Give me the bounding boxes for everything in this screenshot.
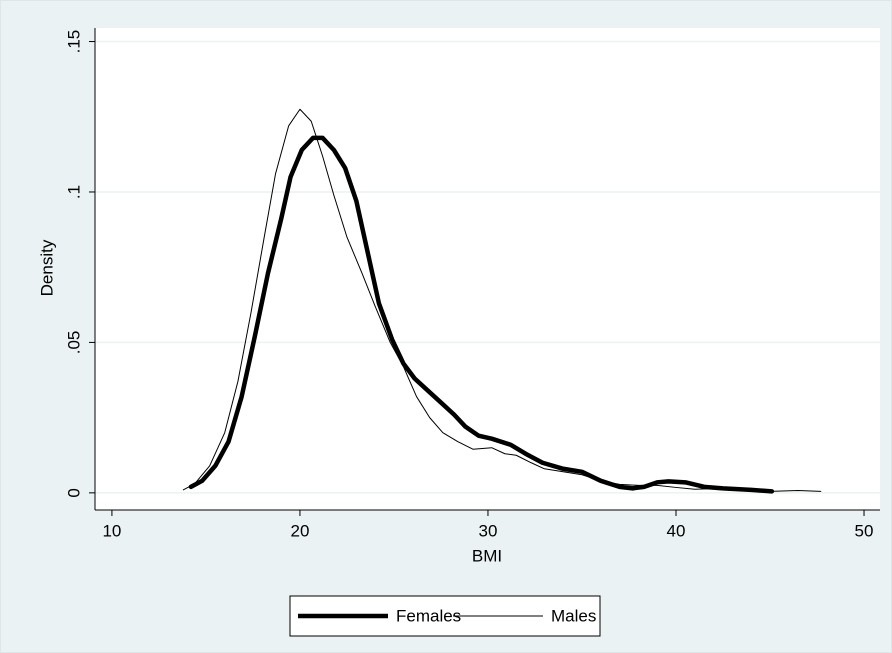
x-tick-label: 20 [290, 521, 309, 540]
y-tick-label: .05 [64, 331, 83, 355]
legend-label: Males [551, 606, 596, 625]
x-axis-title: BMI [472, 546, 502, 565]
y-tick-label: 0 [64, 488, 83, 497]
x-tick-label: 40 [667, 521, 686, 540]
x-tick-label: 10 [102, 521, 121, 540]
y-tick-label: .15 [64, 30, 83, 54]
x-tick-label: 50 [855, 521, 874, 540]
legend-label: Females [396, 606, 461, 625]
y-tick-label: .1 [64, 185, 83, 199]
y-axis-title: Density [37, 239, 56, 296]
density-line [188, 135, 775, 494]
x-tick-label: 30 [479, 521, 498, 540]
density-line [182, 108, 822, 492]
